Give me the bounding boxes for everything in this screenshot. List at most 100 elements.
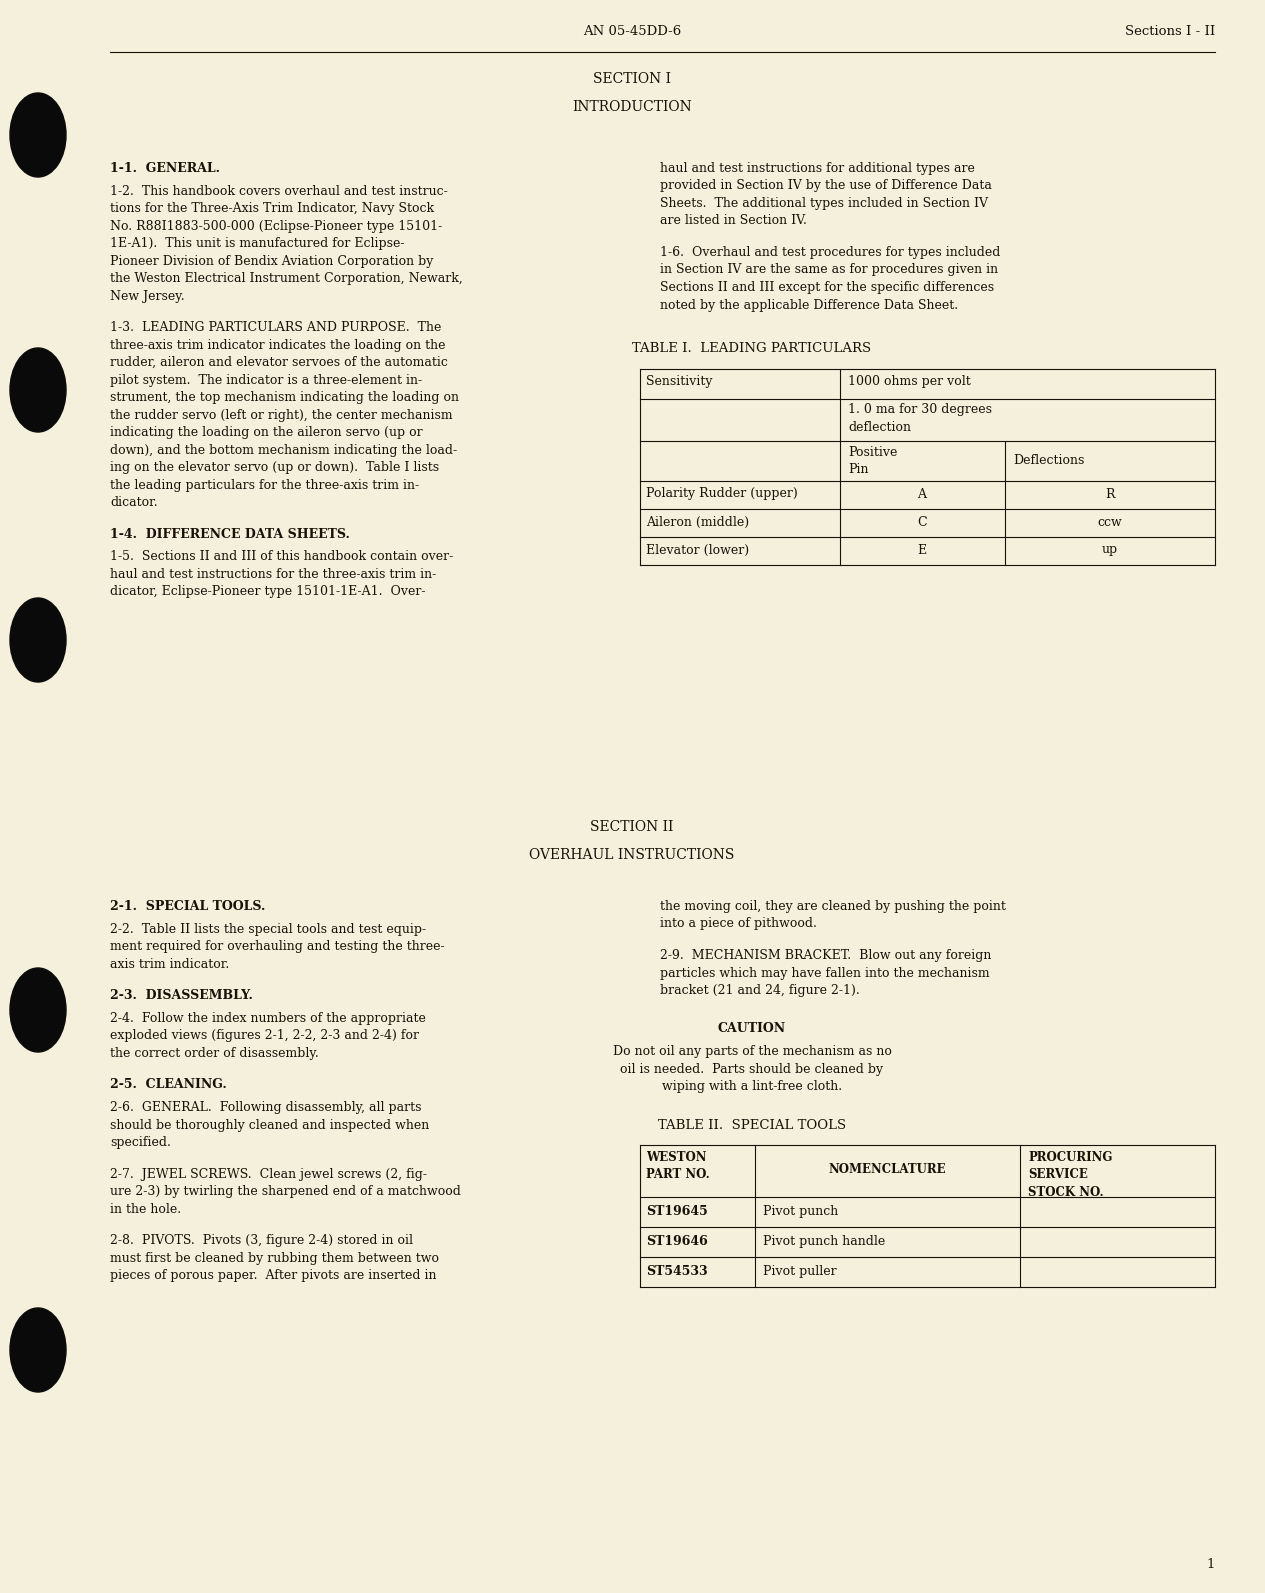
Text: axis trim indicator.: axis trim indicator.: [110, 957, 229, 970]
Text: pieces of porous paper.  After pivots are inserted in: pieces of porous paper. After pivots are…: [110, 1270, 436, 1282]
Text: provided in Section IV by the use of Difference Data: provided in Section IV by the use of Dif…: [660, 180, 992, 193]
Text: ST19645: ST19645: [646, 1204, 707, 1219]
Text: AN 05-45DD-6: AN 05-45DD-6: [583, 25, 681, 38]
Text: 1: 1: [1207, 1558, 1214, 1571]
Text: strument, the top mechanism indicating the loading on: strument, the top mechanism indicating t…: [110, 392, 459, 405]
Text: Elevator (lower): Elevator (lower): [646, 543, 749, 556]
Ellipse shape: [10, 969, 66, 1051]
Text: haul and test instructions for the three-axis trim in-: haul and test instructions for the three…: [110, 569, 436, 581]
Text: C: C: [917, 516, 927, 529]
Text: specified.: specified.: [110, 1136, 171, 1149]
Text: PROCURING: PROCURING: [1028, 1152, 1112, 1164]
Text: bracket (21 and 24, figure 2-1).: bracket (21 and 24, figure 2-1).: [660, 984, 860, 997]
Text: 1-1.  GENERAL.: 1-1. GENERAL.: [110, 162, 220, 175]
Text: 2-5.  CLEANING.: 2-5. CLEANING.: [110, 1078, 226, 1091]
Text: 1000 ohms per volt: 1000 ohms per volt: [848, 374, 970, 387]
Text: in Section IV are the same as for procedures given in: in Section IV are the same as for proced…: [660, 263, 998, 277]
Text: 2-1.  SPECIAL TOOLS.: 2-1. SPECIAL TOOLS.: [110, 900, 266, 913]
Text: Pivot puller: Pivot puller: [763, 1265, 836, 1278]
Text: should be thoroughly cleaned and inspected when: should be thoroughly cleaned and inspect…: [110, 1118, 429, 1131]
Text: Pin: Pin: [848, 464, 869, 476]
Text: are listed in Section IV.: are listed in Section IV.: [660, 215, 807, 228]
Ellipse shape: [10, 347, 66, 432]
Text: R: R: [1106, 487, 1114, 500]
Text: ure 2-3) by twirling the sharpened end of a matchwood: ure 2-3) by twirling the sharpened end o…: [110, 1185, 460, 1198]
Text: INTRODUCTION: INTRODUCTION: [572, 100, 692, 115]
Text: Deflections: Deflections: [1013, 454, 1084, 467]
Text: exploded views (figures 2-1, 2-2, 2-3 and 2-4) for: exploded views (figures 2-1, 2-2, 2-3 an…: [110, 1029, 419, 1042]
Text: pilot system.  The indicator is a three-element in-: pilot system. The indicator is a three-e…: [110, 374, 423, 387]
Text: down), and the bottom mechanism indicating the load-: down), and the bottom mechanism indicati…: [110, 444, 457, 457]
Text: 2-2.  Table II lists the special tools and test equip-: 2-2. Table II lists the special tools an…: [110, 922, 426, 935]
Text: wiping with a lint-free cloth.: wiping with a lint-free cloth.: [662, 1080, 842, 1093]
Text: CAUTION: CAUTION: [719, 1023, 786, 1035]
Text: oil is needed.  Parts should be cleaned by: oil is needed. Parts should be cleaned b…: [620, 1063, 883, 1075]
Text: 2-8.  PIVOTS.  Pivots (3, figure 2-4) stored in oil: 2-8. PIVOTS. Pivots (3, figure 2-4) stor…: [110, 1235, 412, 1247]
Text: Sensitivity: Sensitivity: [646, 374, 712, 387]
Text: A: A: [917, 487, 926, 500]
Text: Polarity Rudder (upper): Polarity Rudder (upper): [646, 487, 798, 500]
Text: Do not oil any parts of the mechanism as no: Do not oil any parts of the mechanism as…: [612, 1045, 892, 1058]
Text: deflection: deflection: [848, 421, 911, 433]
Text: up: up: [1102, 543, 1118, 556]
Text: ing on the elevator servo (up or down).  Table I lists: ing on the elevator servo (up or down). …: [110, 462, 439, 475]
Text: 2-7.  JEWEL SCREWS.  Clean jewel screws (2, fig-: 2-7. JEWEL SCREWS. Clean jewel screws (2…: [110, 1168, 428, 1180]
Text: particles which may have fallen into the mechanism: particles which may have fallen into the…: [660, 967, 989, 980]
Text: dicator.: dicator.: [110, 497, 158, 510]
Text: ST19646: ST19646: [646, 1235, 707, 1247]
Text: 1-3.  LEADING PARTICULARS AND PURPOSE.  The: 1-3. LEADING PARTICULARS AND PURPOSE. Th…: [110, 322, 441, 335]
Text: the moving coil, they are cleaned by pushing the point: the moving coil, they are cleaned by pus…: [660, 900, 1006, 913]
Text: Positive: Positive: [848, 446, 897, 459]
Text: 1-4.  DIFFERENCE DATA SHEETS.: 1-4. DIFFERENCE DATA SHEETS.: [110, 527, 350, 540]
Text: WESTON: WESTON: [646, 1152, 706, 1164]
Text: Pivot punch handle: Pivot punch handle: [763, 1235, 885, 1247]
Text: ment required for overhauling and testing the three-: ment required for overhauling and testin…: [110, 940, 444, 953]
Text: E: E: [917, 543, 926, 556]
Text: Pioneer Division of Bendix Aviation Corporation by: Pioneer Division of Bendix Aviation Corp…: [110, 255, 434, 268]
Text: Pivot punch: Pivot punch: [763, 1204, 839, 1219]
Text: rudder, aileron and elevator servoes of the automatic: rudder, aileron and elevator servoes of …: [110, 357, 448, 370]
Text: 1E-A1).  This unit is manufactured for Eclipse-: 1E-A1). This unit is manufactured for Ec…: [110, 237, 405, 250]
Text: three-axis trim indicator indicates the loading on the: three-axis trim indicator indicates the …: [110, 339, 445, 352]
Text: 2-9.  MECHANISM BRACKET.  Blow out any foreign: 2-9. MECHANISM BRACKET. Blow out any for…: [660, 949, 992, 962]
Text: SERVICE: SERVICE: [1028, 1169, 1088, 1182]
Text: Sheets.  The additional types included in Section IV: Sheets. The additional types included in…: [660, 198, 988, 210]
Text: 1. 0 ma for 30 degrees: 1. 0 ma for 30 degrees: [848, 403, 992, 416]
Text: TABLE II.  SPECIAL TOOLS: TABLE II. SPECIAL TOOLS: [658, 1118, 846, 1131]
Text: 2-3.  DISASSEMBLY.: 2-3. DISASSEMBLY.: [110, 989, 253, 1002]
Text: STOCK NO.: STOCK NO.: [1028, 1187, 1103, 1200]
Text: 1-5.  Sections II and III of this handbook contain over-: 1-5. Sections II and III of this handboo…: [110, 551, 453, 564]
Text: the rudder servo (left or right), the center mechanism: the rudder servo (left or right), the ce…: [110, 409, 453, 422]
Text: 2-6.  GENERAL.  Following disassembly, all parts: 2-6. GENERAL. Following disassembly, all…: [110, 1101, 421, 1114]
Text: 1-6.  Overhaul and test procedures for types included: 1-6. Overhaul and test procedures for ty…: [660, 245, 1001, 260]
Text: SECTION II: SECTION II: [591, 820, 674, 835]
Text: noted by the applicable Difference Data Sheet.: noted by the applicable Difference Data …: [660, 298, 958, 312]
Text: SECTION I: SECTION I: [593, 72, 670, 86]
Text: No. R88I1883-500-000 (Eclipse-Pioneer type 15101-: No. R88I1883-500-000 (Eclipse-Pioneer ty…: [110, 220, 443, 233]
Text: in the hole.: in the hole.: [110, 1203, 181, 1215]
Text: Aileron (middle): Aileron (middle): [646, 516, 749, 529]
Text: the Weston Electrical Instrument Corporation, Newark,: the Weston Electrical Instrument Corpora…: [110, 272, 463, 285]
Text: dicator, Eclipse-Pioneer type 15101-1E-A1.  Over-: dicator, Eclipse-Pioneer type 15101-1E-A…: [110, 586, 425, 599]
Text: must first be cleaned by rubbing them between two: must first be cleaned by rubbing them be…: [110, 1252, 439, 1265]
Text: ccw: ccw: [1098, 516, 1122, 529]
Ellipse shape: [10, 597, 66, 682]
Text: 1-2.  This handbook covers overhaul and test instruc-: 1-2. This handbook covers overhaul and t…: [110, 185, 448, 198]
Text: tions for the Three-Axis Trim Indicator, Navy Stock: tions for the Three-Axis Trim Indicator,…: [110, 202, 434, 215]
Text: TABLE I.  LEADING PARTICULARS: TABLE I. LEADING PARTICULARS: [632, 342, 872, 355]
Text: New Jersey.: New Jersey.: [110, 290, 185, 303]
Text: into a piece of pithwood.: into a piece of pithwood.: [660, 918, 817, 930]
Text: 2-4.  Follow the index numbers of the appropriate: 2-4. Follow the index numbers of the app…: [110, 1012, 426, 1024]
Text: the leading particulars for the three-axis trim in-: the leading particulars for the three-ax…: [110, 479, 419, 492]
Text: NOMENCLATURE: NOMENCLATURE: [829, 1163, 946, 1176]
Text: indicating the loading on the aileron servo (up or: indicating the loading on the aileron se…: [110, 427, 423, 440]
Text: haul and test instructions for additional types are: haul and test instructions for additiona…: [660, 162, 975, 175]
Text: PART NO.: PART NO.: [646, 1169, 710, 1182]
Ellipse shape: [10, 92, 66, 177]
Text: the correct order of disassembly.: the correct order of disassembly.: [110, 1047, 319, 1059]
Text: OVERHAUL INSTRUCTIONS: OVERHAUL INSTRUCTIONS: [529, 847, 735, 862]
Text: Sections II and III except for the specific differences: Sections II and III except for the speci…: [660, 280, 994, 295]
Ellipse shape: [10, 1308, 66, 1392]
Text: Sections I - II: Sections I - II: [1125, 25, 1214, 38]
Text: ST54533: ST54533: [646, 1265, 707, 1278]
